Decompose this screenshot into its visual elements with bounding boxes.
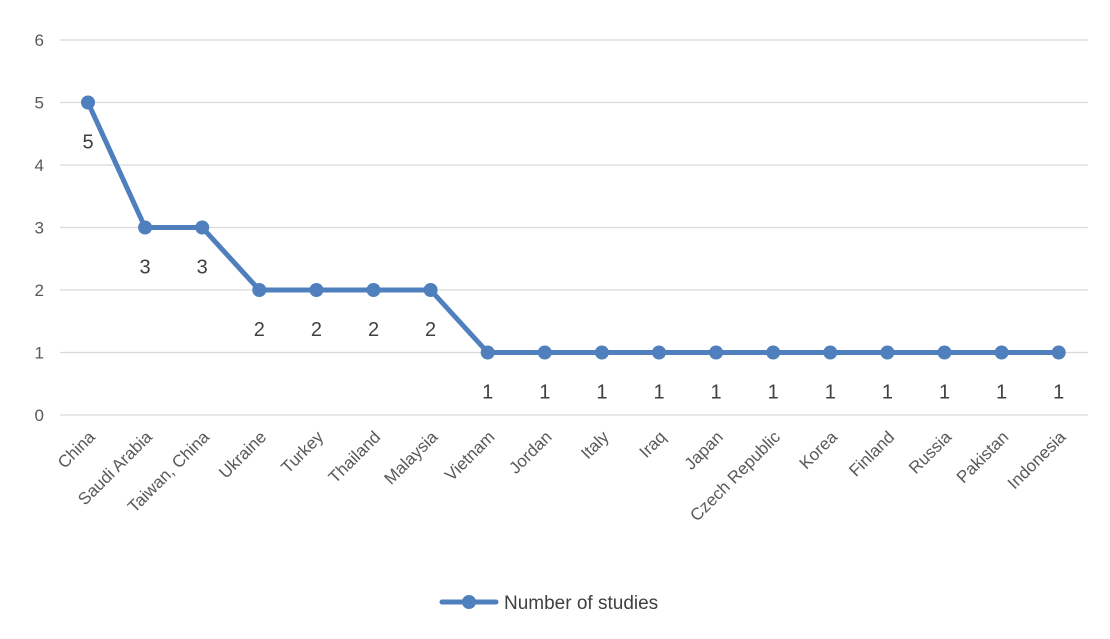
data-point-saudi-arabia [138, 220, 153, 235]
data-point-turkey [309, 283, 324, 297]
data-label-korea: 1 [825, 382, 836, 404]
x-tick-label-japan: Japan [681, 427, 727, 473]
data-label-finland: 1 [882, 382, 893, 404]
data-label-russia: 1 [939, 382, 950, 404]
series-number-of-studies [81, 95, 1066, 360]
y-tick-label-0: 0 [35, 406, 44, 425]
data-label-thailand: 2 [368, 319, 379, 341]
data-label-turkey: 2 [311, 319, 322, 341]
x-tick-label-iraq: Iraq [636, 427, 670, 461]
y-tick-label-1: 1 [35, 344, 44, 363]
data-label-japan: 1 [711, 382, 722, 404]
y-tick-label-6: 6 [35, 31, 44, 50]
data-point-jordan [537, 345, 552, 360]
data-point-malaysia [423, 283, 438, 297]
data-point-ukraine [252, 283, 267, 297]
data-label-saudi-arabia: 3 [140, 257, 151, 279]
x-tick-label-finland: Finland [845, 427, 898, 480]
data-point-italy [594, 345, 609, 360]
gridlines [60, 39, 1088, 416]
x-tick-label-italy: Italy [577, 427, 613, 463]
x-tick-label-korea: Korea [796, 427, 842, 473]
data-label-iraq: 1 [653, 382, 664, 404]
data-label-pakistan: 1 [996, 382, 1007, 404]
data-label-indonesia: 1 [1053, 382, 1064, 404]
x-tick-label-china: China [54, 427, 99, 472]
data-labels: 5 3 3 2 2 2 2 1 1 1 1 1 1 1 1 1 1 1 [82, 132, 1064, 404]
data-label-jordan: 1 [539, 382, 550, 404]
x-tick-label-jordan: Jordan [505, 427, 555, 477]
data-point-finland [880, 345, 895, 360]
data-label-malaysia: 2 [425, 319, 436, 341]
data-label-taiwan-china: 3 [197, 257, 208, 279]
data-point-czech-republic [766, 345, 781, 360]
x-tick-label-malaysia: Malaysia [381, 427, 442, 488]
data-point-vietnam [480, 345, 495, 360]
data-point-taiwan-china [195, 220, 210, 235]
y-tick-label-3: 3 [35, 219, 44, 238]
y-tick-label-4: 4 [35, 156, 44, 175]
data-label-ukraine: 2 [254, 319, 265, 341]
x-tick-label-indonesia: Indonesia [1004, 427, 1070, 493]
x-tick-label-pakistan: Pakistan [953, 427, 1013, 487]
data-label-china: 5 [82, 132, 93, 154]
data-label-vietnam: 1 [482, 382, 493, 404]
legend-marker-dot [462, 595, 476, 609]
data-point-japan [709, 345, 724, 360]
y-tick-label-2: 2 [35, 281, 44, 300]
x-tick-label-russia: Russia [905, 427, 956, 478]
data-point-pakistan [994, 345, 1009, 360]
data-label-czech-republic: 1 [768, 382, 779, 404]
data-point-russia [937, 345, 952, 360]
x-tick-label-ukraine: Ukraine [215, 427, 270, 482]
data-label-italy: 1 [596, 382, 607, 404]
x-tick-label-thailand: Thailand [325, 427, 385, 487]
legend-label: Number of studies [504, 593, 658, 614]
x-tick-label-vietnam: Vietnam [441, 427, 498, 484]
data-point-iraq [652, 345, 666, 360]
data-point-china [81, 95, 95, 110]
y-tick-label-5: 5 [35, 94, 44, 113]
series-line [85, 100, 1062, 355]
x-tick-label-turkey: Turkey [277, 427, 327, 477]
data-point-korea [823, 345, 838, 360]
legend: Number of studies [439, 593, 658, 614]
data-point-indonesia [1051, 345, 1066, 360]
y-axis-tick-labels: 0 1 2 3 4 5 6 [35, 31, 44, 425]
data-point-thailand [366, 283, 381, 297]
